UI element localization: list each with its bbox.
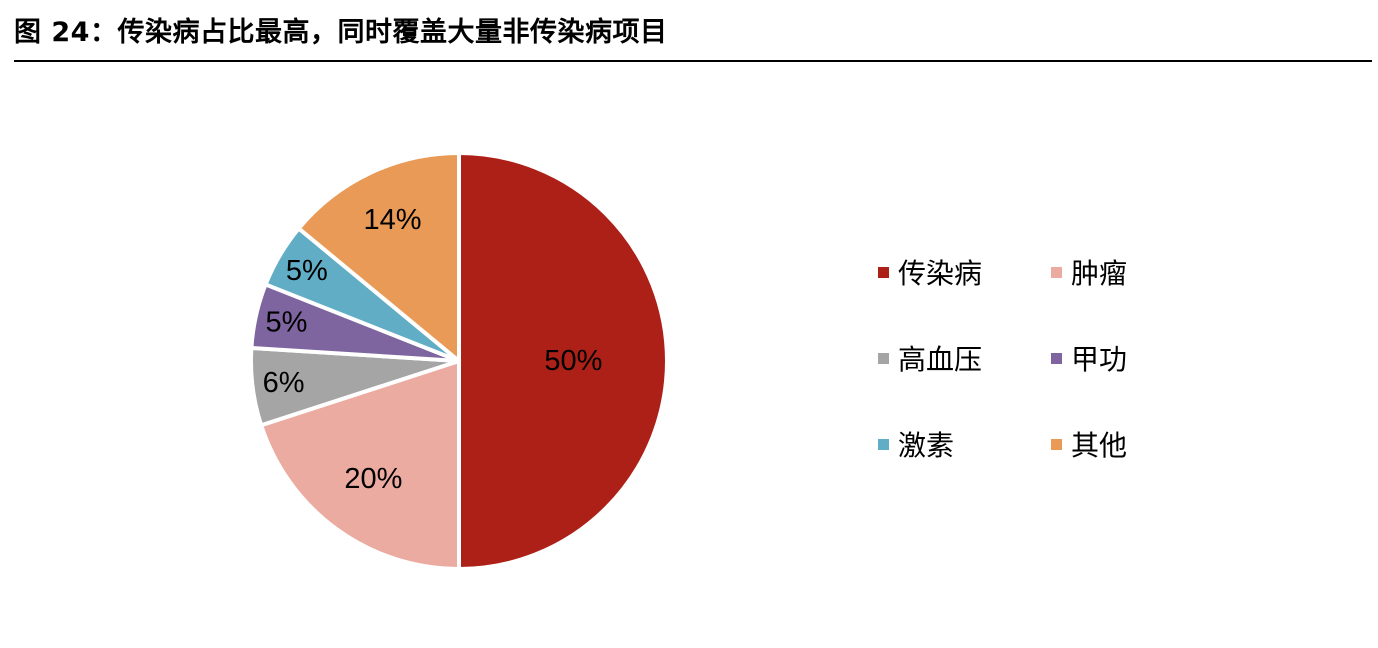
legend-item-thyroid: 甲功 [1051,338,1127,378]
pie-slice-other [296,151,461,363]
legend-swatch [878,438,889,450]
legend-label: 其他 [1071,429,1128,462]
legend-swatch [1051,438,1062,450]
data-label-thyroid: 5% [265,306,307,338]
legend-item-other: 其他 [1051,424,1127,464]
data-label-other: 14% [364,204,422,236]
figure-title: 图 24：传染病占比最高，同时覆盖大量非传染病项目 [14,17,668,48]
legend-swatch [878,352,889,364]
legend-label: 高血压 [898,343,983,376]
data-label-hypertension: 6% [263,367,305,399]
legend-item-hypertension: 高血压 [878,338,982,378]
legend-label: 传染病 [898,257,983,290]
legend-item-hormone: 激素 [878,424,954,464]
pie-slice-infectious [457,151,669,571]
legend-item-infectious: 传染病 [878,252,982,292]
data-label-infectious: 50% [544,345,602,377]
legend-swatch [878,266,889,278]
title-divider [14,60,1372,62]
legend-label: 甲功 [1071,343,1128,376]
data-label-hormone: 5% [286,255,328,287]
legend-label: 激素 [898,429,955,462]
pie-slice-tumor [259,359,461,571]
chart-legend: 传染病 肿瘤 高血压 甲功 激素 其他 [878,252,1208,492]
legend-label: 肿瘤 [1071,257,1128,290]
legend-item-tumor: 肿瘤 [1051,252,1127,292]
legend-swatch [1051,266,1062,278]
legend-swatch [1051,352,1062,364]
data-label-tumor: 20% [344,463,402,495]
